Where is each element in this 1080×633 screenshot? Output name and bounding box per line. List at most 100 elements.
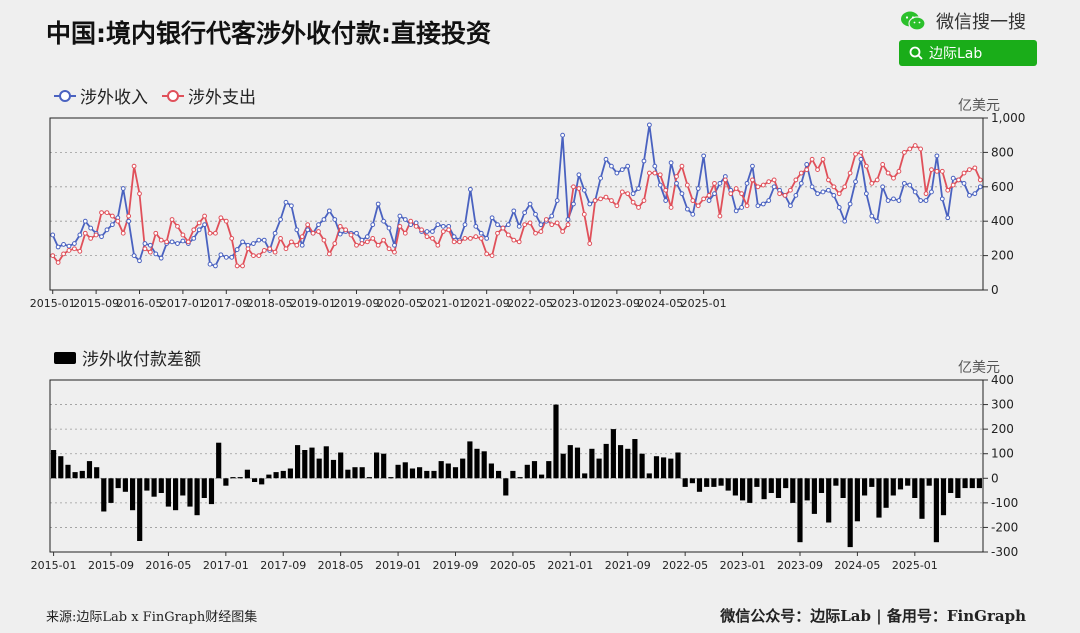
point-expense bbox=[657, 172, 663, 178]
bottom-ytick-label: 100 bbox=[991, 447, 1014, 461]
point-income bbox=[684, 206, 690, 212]
point-expense bbox=[587, 241, 593, 246]
point-expense bbox=[782, 193, 788, 198]
balance-bar bbox=[818, 478, 825, 493]
point-income bbox=[147, 242, 153, 248]
balance-bar bbox=[187, 478, 193, 507]
point-income bbox=[972, 191, 978, 197]
point-expense bbox=[294, 242, 300, 248]
point-expense bbox=[896, 168, 902, 174]
point-income bbox=[880, 184, 886, 190]
point-income bbox=[614, 170, 620, 176]
bottom-xtick-label: 2020-05 bbox=[490, 559, 536, 572]
point-expense bbox=[495, 230, 500, 236]
point-expense bbox=[278, 236, 283, 241]
point-income bbox=[891, 196, 896, 202]
point-expense bbox=[679, 163, 685, 169]
point-income bbox=[104, 227, 110, 233]
point-income bbox=[636, 186, 641, 191]
point-expense bbox=[836, 191, 842, 197]
point-income bbox=[180, 238, 186, 244]
point-income bbox=[712, 191, 717, 197]
point-expense bbox=[945, 187, 951, 193]
top-xtick-label: 2015-01 bbox=[30, 297, 76, 310]
footer-credit: 微信公众号：边际Lab | 备用号：FinGraph bbox=[720, 607, 1026, 625]
point-income bbox=[641, 158, 647, 164]
point-income bbox=[430, 229, 435, 234]
point-expense bbox=[967, 167, 972, 173]
bottom-ytick-label: 0 bbox=[991, 471, 999, 485]
bottom-xtick-label: 2023-09 bbox=[777, 559, 823, 572]
point-expense bbox=[82, 230, 88, 236]
bottom-xtick-label: 2017-09 bbox=[260, 559, 306, 572]
point-expense bbox=[771, 177, 777, 183]
balance-bar bbox=[72, 472, 78, 479]
balance-bar bbox=[610, 429, 616, 479]
point-income bbox=[50, 232, 56, 238]
point-expense bbox=[267, 246, 273, 252]
point-expense bbox=[408, 218, 414, 224]
balance-bar bbox=[862, 478, 868, 496]
balance-bar bbox=[797, 478, 803, 543]
balance-bar bbox=[876, 478, 882, 518]
point-expense bbox=[907, 146, 913, 152]
point-income bbox=[538, 222, 544, 228]
bottom-ytick-label: 200 bbox=[991, 422, 1014, 436]
series-line-expense bbox=[51, 144, 982, 267]
search-button[interactable]: 边际Lab bbox=[899, 40, 1037, 66]
balance-bar bbox=[747, 478, 753, 503]
balance-bar bbox=[869, 478, 875, 487]
balance-bar bbox=[754, 478, 760, 487]
point-income bbox=[598, 175, 603, 181]
point-expense bbox=[337, 223, 343, 229]
point-expense bbox=[299, 234, 305, 240]
point-income bbox=[820, 189, 826, 195]
point-income bbox=[619, 167, 625, 173]
balance-bar bbox=[933, 478, 939, 543]
balance-bar bbox=[330, 459, 337, 479]
point-income bbox=[560, 132, 566, 138]
point-expense bbox=[245, 246, 251, 252]
point-income bbox=[440, 223, 446, 229]
point-income bbox=[977, 184, 983, 190]
point-income bbox=[229, 254, 235, 260]
point-expense bbox=[549, 222, 555, 228]
balance-bar bbox=[589, 448, 595, 479]
point-income bbox=[484, 236, 490, 241]
point-income bbox=[571, 201, 576, 207]
point-income bbox=[581, 187, 587, 193]
balance-bar bbox=[151, 478, 157, 497]
balance-bar bbox=[682, 478, 688, 487]
point-expense bbox=[61, 251, 66, 257]
point-income bbox=[402, 217, 408, 222]
bottom-xtick-label: 2024-05 bbox=[834, 559, 880, 572]
point-expense bbox=[147, 249, 153, 255]
point-income bbox=[788, 203, 793, 209]
point-expense bbox=[554, 220, 560, 226]
point-expense bbox=[158, 237, 164, 243]
point-income bbox=[663, 198, 669, 203]
point-income bbox=[294, 227, 300, 233]
top-xtick-label: 2018-05 bbox=[247, 297, 293, 310]
point-expense bbox=[93, 232, 99, 238]
point-income bbox=[912, 189, 918, 195]
point-income bbox=[934, 153, 940, 159]
balance-bar bbox=[948, 478, 954, 493]
point-income bbox=[576, 172, 582, 178]
point-income bbox=[131, 253, 137, 259]
wechat-search-label[interactable]: 微信搜一搜 bbox=[900, 8, 1026, 34]
point-expense bbox=[359, 241, 365, 246]
point-income bbox=[793, 193, 799, 198]
point-expense bbox=[55, 260, 61, 265]
point-expense bbox=[218, 215, 224, 221]
point-expense bbox=[853, 151, 858, 157]
bottom-xtick-label: 2022-05 bbox=[662, 559, 708, 572]
point-income bbox=[847, 201, 853, 207]
top-legend: 涉外收入 涉外支出 bbox=[54, 83, 270, 108]
point-expense bbox=[364, 239, 370, 245]
point-income bbox=[657, 182, 663, 188]
point-income bbox=[625, 163, 631, 169]
top-xtick-label: 2021-09 bbox=[464, 297, 510, 310]
search-icon bbox=[909, 46, 923, 60]
point-income bbox=[646, 122, 652, 128]
